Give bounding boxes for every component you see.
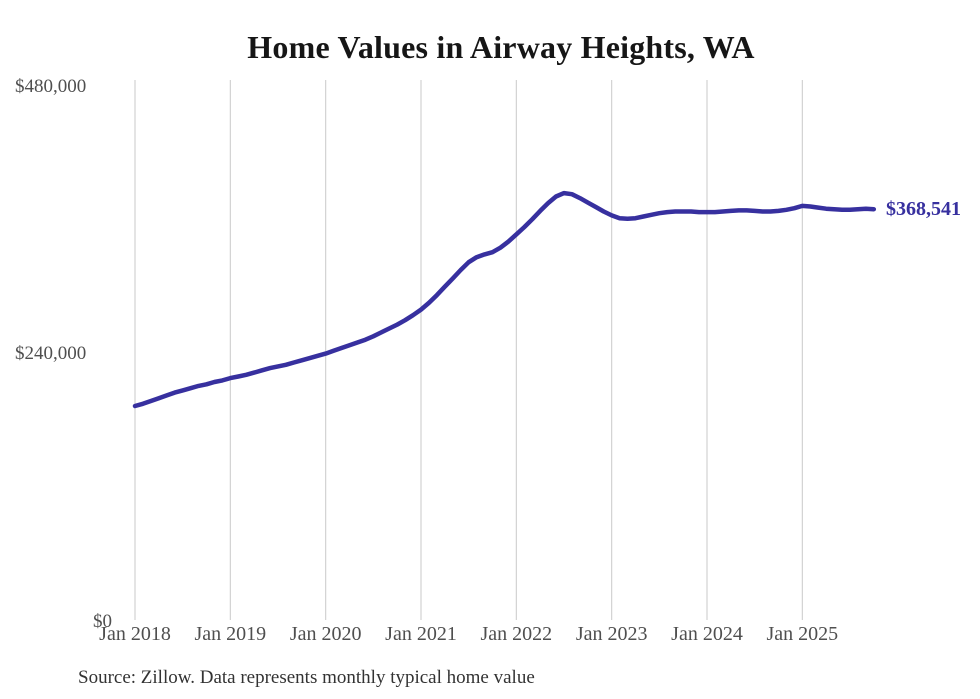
x-axis-tick-jan-2018: Jan 2018 <box>99 623 171 645</box>
year-gridlines <box>134 80 803 620</box>
x-axis-tick-jan-2020: Jan 2020 <box>289 623 362 645</box>
y-axis-tick-480000: $480,000 <box>15 76 87 97</box>
home-value-line <box>132 190 877 409</box>
x-axis-tick-jan-2023: Jan 2023 <box>575 623 648 645</box>
x-axis-tick-jan-2024: Jan 2024 <box>671 623 743 645</box>
x-axis-tick-jan-2021: Jan 2021 <box>385 623 457 645</box>
y-axis-tick-0: $0 <box>93 611 112 632</box>
y-axis-tick-240000: $240,000 <box>15 343 87 364</box>
chart-title: Home Values in Airway Heights, WA <box>247 29 755 65</box>
x-axis-tick-jan-2025: Jan 2025 <box>766 623 839 645</box>
source-note: Source: Zillow. Data represents monthly … <box>78 667 535 688</box>
latest-value-label: $368,541 <box>886 198 961 220</box>
x-axis-tick-jan-2022: Jan 2022 <box>480 623 553 645</box>
x-axis-tick-jan-2019: Jan 2019 <box>194 623 267 645</box>
